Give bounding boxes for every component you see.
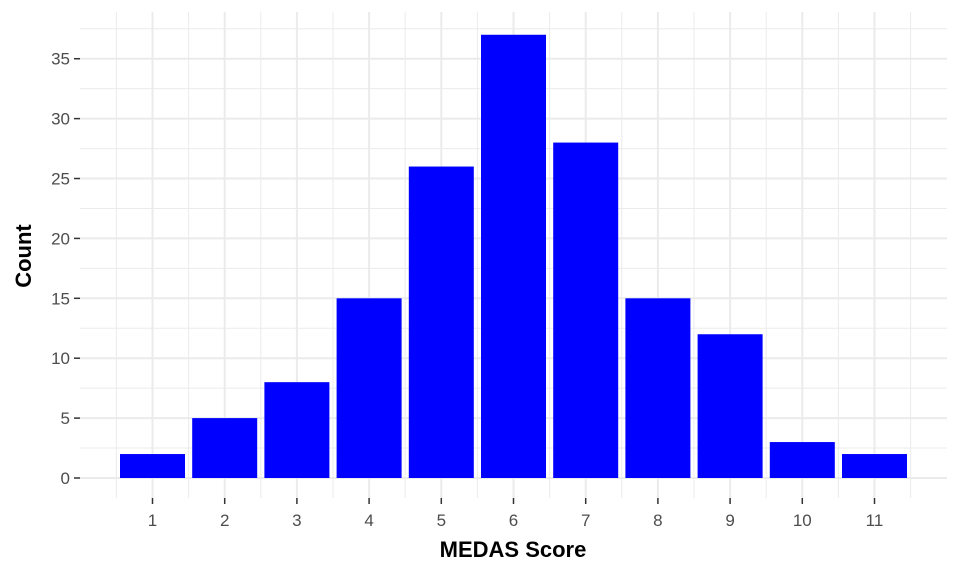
bar-9 [697, 334, 763, 478]
x-tick-label: 11 [866, 511, 884, 530]
x-tick-label: 9 [725, 511, 734, 530]
y-tick-label: 25 [51, 170, 70, 189]
y-tick-label: 5 [61, 409, 70, 428]
y-tick-label: 35 [51, 50, 70, 69]
y-tick-label: 10 [51, 349, 70, 368]
bar-5 [408, 166, 474, 478]
x-tick-label: 4 [364, 511, 373, 530]
x-tick-label: 7 [581, 511, 590, 530]
bar-8 [625, 298, 691, 478]
x-tick-label: 10 [793, 511, 812, 530]
bar-4 [336, 298, 402, 478]
x-tick-label: 3 [292, 511, 301, 530]
x-axis-title: MEDAS Score [440, 537, 587, 562]
bar-11 [842, 454, 907, 478]
bars [120, 34, 907, 478]
bar-7 [553, 142, 619, 478]
y-tick-label: 15 [51, 289, 70, 308]
y-axis: 0 5 10 15 20 25 30 35 [51, 50, 80, 488]
y-tick-label: 30 [51, 110, 70, 129]
bar-3 [264, 382, 330, 478]
x-tick-label: 8 [653, 511, 662, 530]
x-tick-label: 6 [509, 511, 518, 530]
y-axis-title: Count [11, 224, 36, 288]
x-axis: 1 2 3 4 5 6 7 8 9 10 11 [148, 498, 884, 530]
x-tick-label: 1 [148, 511, 157, 530]
bar-10 [769, 442, 835, 478]
bar-2 [192, 418, 258, 478]
y-tick-label: 20 [51, 229, 70, 248]
x-tick-label: 5 [437, 511, 446, 530]
x-tick-label: 2 [220, 511, 229, 530]
bar-6 [481, 34, 546, 478]
bar-1 [120, 454, 185, 478]
y-tick-label: 0 [61, 469, 70, 488]
